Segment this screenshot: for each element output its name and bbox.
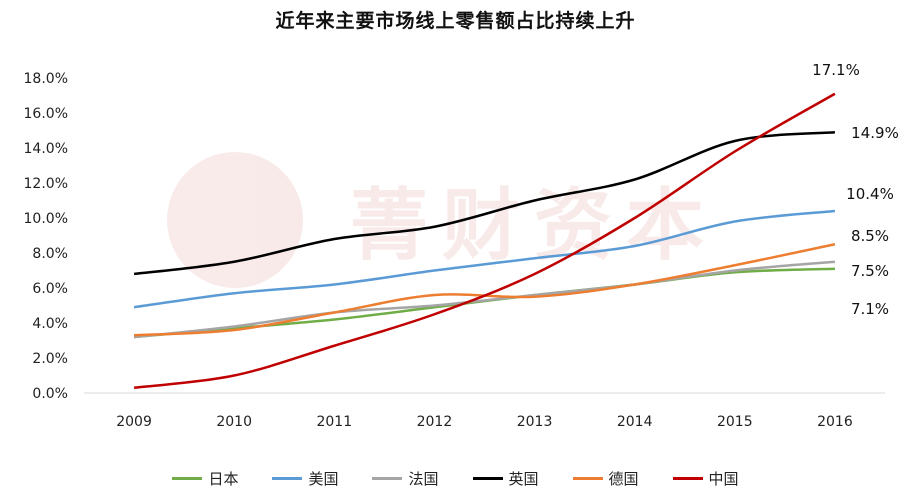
- x-tick-label: 2011: [316, 414, 352, 430]
- watermark: 菁财资本: [167, 152, 718, 288]
- watermark-text: 菁财资本: [350, 181, 718, 271]
- legend-swatch: [372, 477, 403, 480]
- end-value-label: 17.1%: [812, 61, 860, 79]
- x-tick-label: 2009: [116, 414, 152, 430]
- legend-label: 日本: [208, 470, 239, 488]
- x-tick-label: 2014: [617, 414, 653, 430]
- end-value-label: 7.5%: [851, 262, 889, 280]
- series-line-法国: [133, 260, 836, 339]
- end-value-label: 10.4%: [846, 185, 894, 203]
- chart-title: 近年来主要市场线上零售额占比持续上升: [275, 10, 636, 32]
- x-tick-label: 2013: [517, 414, 553, 430]
- legend-swatch: [572, 477, 603, 480]
- y-tick-label: 16.0%: [24, 106, 68, 122]
- legend-swatch: [472, 477, 503, 480]
- series-line-英国: [133, 131, 836, 276]
- y-tick-label: 14.0%: [24, 141, 68, 157]
- legend-swatch: [272, 477, 303, 480]
- legend-label: 英国: [508, 470, 539, 488]
- legend-item: 日本: [172, 468, 238, 489]
- x-tick-label: 2016: [817, 414, 853, 430]
- legend-item: 法国: [372, 468, 439, 489]
- legend-item: 美国: [272, 468, 338, 489]
- legend-item: 德国: [572, 468, 639, 489]
- legend-label: 中国: [708, 470, 739, 488]
- legend-swatch: [672, 477, 703, 480]
- legend-label: 法国: [408, 470, 439, 488]
- end-value-label: 8.5%: [851, 227, 889, 245]
- x-tick-label: 2015: [717, 414, 753, 430]
- x-tick-label: 2012: [417, 414, 453, 430]
- end-value-label: 7.1%: [851, 300, 889, 318]
- legend-item: 中国: [672, 468, 739, 489]
- series-line-美国: [133, 209, 836, 309]
- y-tick-label: 4.0%: [32, 316, 68, 332]
- y-tick-label: 2.0%: [32, 351, 68, 367]
- y-tick-label: 10.0%: [24, 211, 68, 227]
- y-tick-label: 8.0%: [32, 246, 68, 262]
- y-tick-label: 12.0%: [24, 176, 68, 192]
- y-tick-label: 0.0%: [32, 386, 68, 402]
- x-tick-label: 2010: [216, 414, 252, 430]
- y-tick-label: 6.0%: [32, 281, 68, 297]
- legend-swatch: [172, 477, 203, 480]
- end-value-label: 14.9%: [851, 124, 899, 142]
- legend-item: 英国: [472, 468, 539, 489]
- y-tick-label: 18.0%: [24, 71, 68, 87]
- legend-label: 美国: [308, 470, 339, 488]
- legend: 日本 美国 法国 英国 德国 中国: [0, 468, 911, 489]
- legend-label: 德国: [608, 470, 639, 488]
- series-line-中国: [133, 92, 836, 389]
